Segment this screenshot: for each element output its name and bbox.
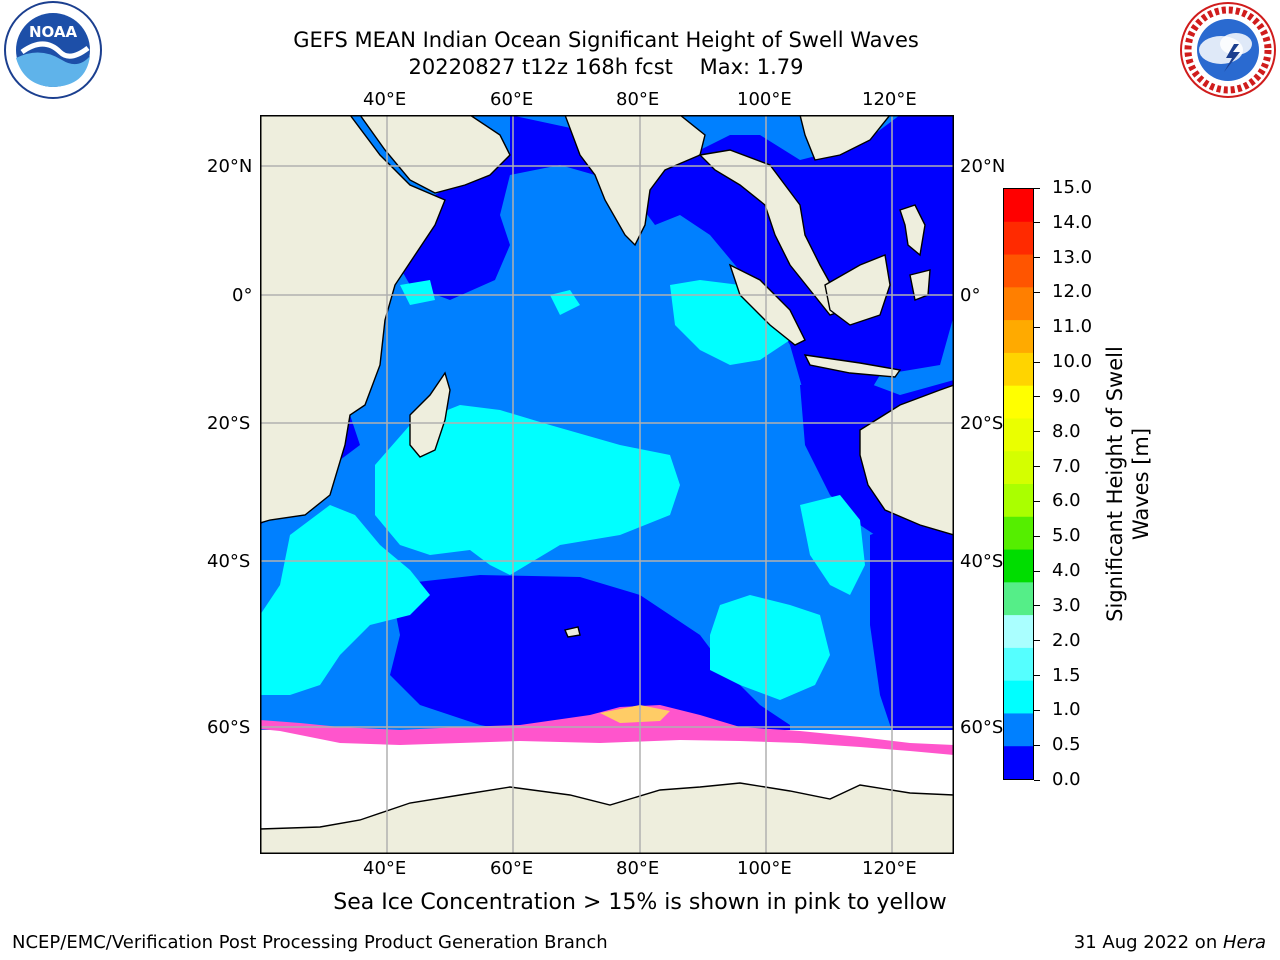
- colorbar-tick-label: 2.0: [1052, 629, 1081, 651]
- colorbar-tick-label: 15.0: [1052, 177, 1093, 198]
- lon-tick-bottom-60e: 60°E: [490, 858, 534, 879]
- sea-ice-edge-yellow: [600, 705, 670, 723]
- colorbar-tick-mark: [1034, 570, 1040, 572]
- colorbar-segment: [1004, 320, 1033, 354]
- map-frame: [260, 115, 954, 854]
- lat-tick-left-40s: 40°S: [207, 551, 251, 572]
- colorbar-segment: [1004, 352, 1033, 387]
- colorbar-tick-mark: [1034, 779, 1040, 781]
- lat-tick-right-0: 0°: [960, 285, 981, 306]
- colorbar-tick-label: 1.0: [1052, 699, 1081, 721]
- colorbar-tick-mark: [1034, 640, 1040, 642]
- colorbar-tick-mark: [1034, 675, 1040, 677]
- colorbar-segment: [1004, 189, 1033, 223]
- noaa-logo-text: NOAA: [29, 23, 78, 41]
- colorbar-tick-label: 13.0: [1052, 246, 1093, 268]
- colorbar: [1003, 188, 1034, 780]
- colorbar-segment: [1004, 549, 1033, 583]
- colorbar-segment: [1004, 647, 1033, 682]
- lon-tick-bottom-120e: 120°E: [862, 858, 917, 879]
- noaa-logo: NOAA: [0, 0, 108, 104]
- lon-tick-top-80e: 80°E: [616, 89, 660, 110]
- colorbar-segment: [1004, 385, 1033, 419]
- colorbar-tick-mark: [1034, 326, 1040, 328]
- lon-tick-bottom-80e: 80°E: [616, 858, 660, 879]
- lat-tick-right-40s: 40°S: [960, 551, 1004, 572]
- lon-tick-top-120e: 120°E: [862, 89, 917, 110]
- colorbar-tick-label: 12.0: [1052, 281, 1093, 303]
- colorbar-tick-label: 1.5: [1052, 664, 1081, 686]
- antarctica: [260, 782, 954, 854]
- footer-date: 31 Aug 2022 on: [1073, 932, 1223, 953]
- colorbar-tick-label: 11.0: [1052, 316, 1093, 338]
- colorbar-segment: [1004, 582, 1033, 616]
- colorbar-segment: [1004, 451, 1033, 485]
- colorbar-segment: [1004, 713, 1033, 747]
- lat-tick-right-20n: 20°N: [960, 156, 1006, 177]
- sea-ice-edge-pink: [260, 705, 954, 755]
- colorbar-tick-mark: [1034, 466, 1040, 468]
- lat-tick-left-20s: 20°S: [207, 413, 251, 434]
- colorbar-segment: [1004, 746, 1033, 779]
- nws-logo: [1176, 0, 1280, 102]
- colorbar-tick-mark: [1034, 257, 1040, 259]
- lon-tick-top-60e: 60°E: [490, 89, 534, 110]
- colorbar-segment: [1004, 221, 1033, 256]
- lon-tick-top-100e: 100°E: [737, 89, 792, 110]
- colorbar-tick-mark: [1034, 709, 1040, 711]
- colorbar-segment: [1004, 254, 1033, 288]
- lat-tick-right-20s: 20°S: [960, 413, 1004, 434]
- lat-tick-right-60s: 60°S: [960, 717, 1004, 738]
- sea-ice-caption: Sea Ice Concentration > 15% is shown in …: [333, 890, 947, 915]
- colorbar-segment: [1004, 680, 1033, 714]
- footer-machine: Hera: [1222, 932, 1266, 953]
- colorbar-segment: [1004, 516, 1033, 551]
- lon-tick-bottom-100e: 100°E: [737, 858, 792, 879]
- colorbar-tick-mark: [1034, 431, 1040, 433]
- colorbar-tick-mark: [1034, 361, 1040, 363]
- colorbar-tick-label: 5.0: [1052, 525, 1081, 547]
- colorbar-segment: [1004, 615, 1033, 649]
- colorbar-tick-label: 7.0: [1052, 455, 1081, 477]
- lon-tick-bottom-40e: 40°E: [363, 858, 407, 879]
- colorbar-tick-label: 4.0: [1052, 560, 1081, 582]
- colorbar-segment: [1004, 287, 1033, 321]
- lat-tick-left-20n: 20°N: [207, 156, 253, 177]
- colorbar-segment: [1004, 484, 1033, 518]
- colorbar-tick-label: 3.0: [1052, 594, 1081, 616]
- footer-left: NCEP/EMC/Verification Post Processing Pr…: [12, 932, 608, 953]
- colorbar-tick-label: 9.0: [1052, 385, 1081, 407]
- map-panel: [260, 115, 954, 854]
- colorbar-tick-mark: [1034, 605, 1040, 607]
- lat-tick-left-0: 0°: [232, 285, 253, 306]
- colorbar-tick-label: 0.0: [1052, 769, 1081, 790]
- colorbar-segment: [1004, 418, 1033, 452]
- land-masses: [260, 115, 954, 638]
- colorbar-tick-mark: [1034, 291, 1040, 293]
- colorbar-tick-mark: [1034, 396, 1040, 398]
- colorbar-tick-mark: [1034, 500, 1040, 502]
- colorbar-tick-label: 14.0: [1052, 211, 1093, 233]
- colorbar-tick-mark: [1034, 222, 1040, 224]
- lon-tick-top-40e: 40°E: [363, 89, 407, 110]
- colorbar-tick-label: 10.0: [1052, 351, 1093, 373]
- colorbar-tick-label: 6.0: [1052, 490, 1081, 512]
- chart-subtitle: 20220827 t12z 168h fcst Max: 1.79: [408, 55, 804, 79]
- colorbar-tick-mark: [1034, 535, 1040, 537]
- colorbar-ticks: 15.0 14.0 13.0 12.0 11.0 10.0 9.0 8.0 7.0 6.0 5.0 4…: [1034, 178, 1094, 790]
- chart-title: GEFS MEAN Indian Ocean Significant Heigh…: [293, 28, 919, 52]
- colorbar-title: Significant Height of Swell Waves [m]: [1103, 346, 1153, 622]
- colorbar-tick-mark: [1034, 187, 1040, 189]
- map-grid: [260, 115, 954, 854]
- lat-tick-left-60s: 60°S: [207, 717, 251, 738]
- colorbar-tick-label: 8.0: [1052, 420, 1081, 442]
- footer-right: 31 Aug 2022 on Hera: [1074, 932, 1266, 953]
- colorbar-tick-mark: [1034, 744, 1040, 746]
- colorbar-tick-label: 0.5: [1052, 734, 1081, 756]
